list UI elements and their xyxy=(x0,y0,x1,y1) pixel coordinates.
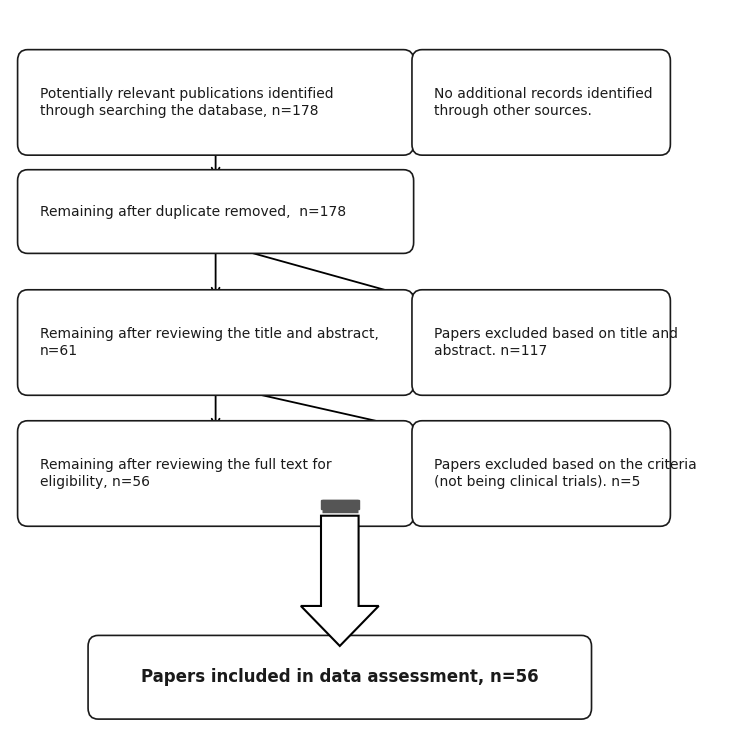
Text: Papers excluded based on the criteria
(not being clinical trials). n=5: Papers excluded based on the criteria (n… xyxy=(434,459,697,489)
Text: Remaining after reviewing the title and abstract,
n=61: Remaining after reviewing the title and … xyxy=(40,328,379,358)
FancyBboxPatch shape xyxy=(18,421,413,526)
Text: Remaining after duplicate removed,  n=178: Remaining after duplicate removed, n=178 xyxy=(40,205,346,219)
Text: No additional records identified
through other sources.: No additional records identified through… xyxy=(434,88,653,118)
FancyBboxPatch shape xyxy=(412,421,671,526)
FancyBboxPatch shape xyxy=(321,500,359,509)
FancyBboxPatch shape xyxy=(18,290,413,395)
Text: Papers included in data assessment, n=56: Papers included in data assessment, n=56 xyxy=(141,668,539,686)
FancyBboxPatch shape xyxy=(412,290,671,395)
Polygon shape xyxy=(301,516,379,646)
FancyBboxPatch shape xyxy=(412,49,671,155)
FancyBboxPatch shape xyxy=(18,170,413,253)
Text: Remaining after reviewing the full text for
eligibility, n=56: Remaining after reviewing the full text … xyxy=(40,459,332,489)
FancyBboxPatch shape xyxy=(88,635,592,719)
Text: Potentially relevant publications identified
through searching the database, n=1: Potentially relevant publications identi… xyxy=(40,88,333,118)
Text: Papers excluded based on title and
abstract. n=117: Papers excluded based on title and abstr… xyxy=(434,328,678,358)
FancyBboxPatch shape xyxy=(18,49,413,155)
